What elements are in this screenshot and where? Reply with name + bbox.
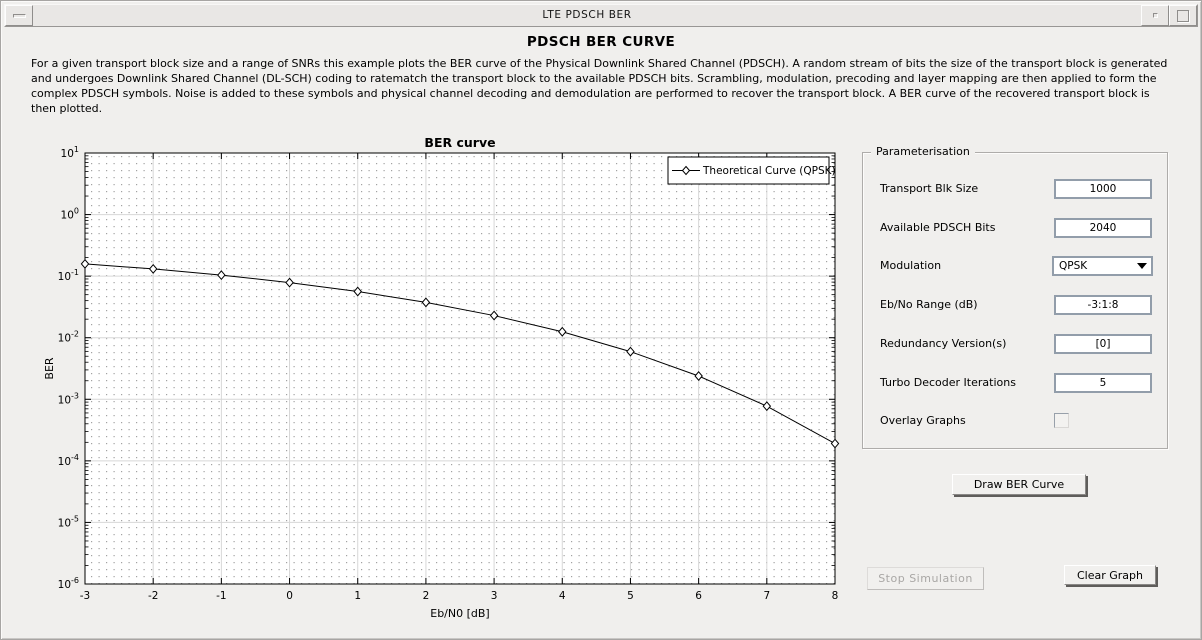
- svg-text:10-2: 10-2: [58, 330, 79, 345]
- description-text: For a given transport block size and a r…: [31, 57, 1168, 115]
- modulation-value: QPSK: [1059, 260, 1088, 273]
- page-title: PDSCH BER CURVE: [526, 34, 676, 50]
- overlay-graphs-checkbox[interactable]: [1054, 413, 1069, 429]
- stop-simulation-button[interactable]: Stop Simulation: [867, 567, 984, 590]
- titlebar: LTE PDSCH BER: [4, 4, 1198, 27]
- window-menu-icon: [12, 13, 26, 18]
- field-row-transport-blk-size: Transport Blk Size 1000: [863, 179, 1167, 199]
- svg-text:4: 4: [559, 590, 566, 602]
- window-title: LTE PDSCH BER: [542, 9, 632, 21]
- modulation-dropdown[interactable]: QPSK: [1052, 256, 1153, 277]
- svg-text:-2: -2: [148, 590, 158, 602]
- window-menu-button[interactable]: [5, 5, 33, 26]
- svg-text:8: 8: [832, 590, 839, 602]
- field-row-available-pdsch-bits: Available PDSCH Bits 2040: [863, 217, 1167, 238]
- svg-text:7: 7: [763, 590, 770, 602]
- field-row-eb-no-range-db: Eb/No Range (dB) -3:1:8: [863, 295, 1167, 316]
- maximize-button[interactable]: [1169, 5, 1197, 26]
- svg-text:101: 101: [61, 145, 79, 160]
- svg-text:Eb/N0 [dB]: Eb/N0 [dB]: [430, 607, 489, 620]
- svg-text:6: 6: [695, 590, 702, 602]
- svg-text:BER curve: BER curve: [424, 135, 495, 150]
- svg-text:3: 3: [491, 590, 498, 602]
- minimize-button[interactable]: [1141, 5, 1169, 26]
- ber-chart: -3 -2 -1 0 1 2 3 4 5 6 7 8 10-6 10-5 10-4 10-3 10-2 10-1 1…: [43, 135, 840, 620]
- field-row-turbo-decoder-iterations: Turbo Decoder Iterations 5: [863, 372, 1167, 393]
- svg-text:-3: -3: [80, 590, 90, 602]
- eb-no-range-db-input[interactable]: -3:1:8: [1054, 295, 1152, 316]
- eb-no-range-db-label: Eb/No Range (dB): [880, 298, 978, 312]
- redundancy-version-s-input[interactable]: [0]: [1054, 333, 1152, 354]
- svg-text:0: 0: [286, 590, 293, 602]
- transport-blk-size-label: Transport Blk Size: [880, 182, 979, 195]
- field-row-overlay-graphs: Overlay Graphs: [863, 411, 1167, 431]
- parameterisation-panel: Parameterisation Transport Blk Size 1000 A…: [862, 145, 1168, 449]
- svg-text:1: 1: [354, 590, 361, 602]
- available-pdsch-bits-label: Available PDSCH Bits: [880, 220, 996, 234]
- svg-text:Theoretical Curve (QPSK): Theoretical Curve (QPSK): [702, 165, 836, 177]
- svg-text:10-5: 10-5: [58, 514, 79, 529]
- svg-text:10-6: 10-6: [58, 576, 79, 591]
- available-pdsch-bits-input[interactable]: 2040: [1054, 217, 1152, 238]
- svg-text:10-1: 10-1: [58, 268, 79, 283]
- svg-text:100: 100: [61, 207, 79, 222]
- turbo-decoder-iterations-label: Turbo Decoder Iterations: [880, 375, 1016, 389]
- svg-text:5: 5: [627, 590, 634, 602]
- transport-blk-size-input[interactable]: 1000: [1054, 179, 1152, 199]
- redundancy-version-s-label: Redundancy Version(s): [880, 336, 1007, 350]
- overlay-graphs-label: Overlay Graphs: [880, 414, 966, 428]
- svg-text:10-4: 10-4: [58, 453, 79, 468]
- dropdown-arrow-icon: [1137, 263, 1147, 270]
- svg-text:-1: -1: [216, 590, 226, 602]
- minimize-icon: [1152, 13, 1158, 18]
- panel-title: Parameterisation: [871, 145, 975, 158]
- svg-text:BER: BER: [43, 357, 56, 379]
- clear-graph-button[interactable]: Clear Graph: [1064, 565, 1156, 585]
- svg-text:10-3: 10-3: [58, 391, 79, 406]
- field-row-modulation: Modulation QPSK: [863, 256, 1167, 277]
- field-row-redundancy-version-s: Redundancy Version(s) [0]: [863, 333, 1167, 354]
- modulation-label: Modulation: [880, 259, 942, 273]
- maximize-icon: [1177, 9, 1189, 22]
- svg-text:2: 2: [423, 590, 430, 602]
- turbo-decoder-iterations-input[interactable]: 5: [1054, 372, 1152, 393]
- draw-ber-curve-button[interactable]: Draw BER Curve: [952, 474, 1086, 495]
